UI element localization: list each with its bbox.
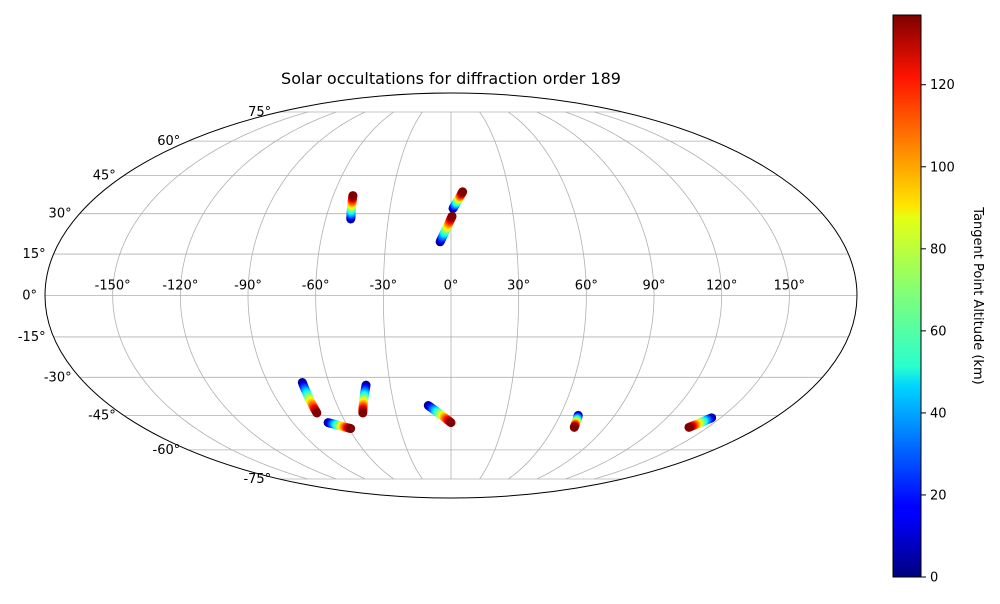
- occultation-point: [358, 408, 368, 418]
- occultation-point: [446, 418, 456, 428]
- lat-tick-label: -30°: [44, 370, 72, 385]
- colorbar-ticks: 0 20 40 60 80 100 120: [921, 78, 955, 586]
- lat-tick-label: 75°: [248, 105, 271, 120]
- colorbar-tick-label: 120: [930, 78, 955, 93]
- lon-tick-label: -90°: [234, 279, 262, 294]
- colorbar-tick-label: 0: [930, 571, 938, 586]
- lat-tick-label: 45°: [93, 169, 116, 184]
- lat-tick-label: -15°: [18, 330, 46, 345]
- lon-tick-label: 60°: [575, 279, 598, 294]
- lat-tick-label: 30°: [49, 207, 72, 222]
- lat-tick-label: 60°: [157, 134, 180, 149]
- lat-tick-label: -45°: [88, 408, 116, 423]
- lon-tick-label: 150°: [774, 279, 805, 294]
- map-boundary: [44, 92, 858, 499]
- occultation-point: [447, 211, 457, 221]
- latitude-tick-labels: -75° -60° -45° -30° -15° 0° 15° 30° 45° 60° 75°: [18, 105, 271, 487]
- meridian-line: [565, 111, 723, 480]
- occultation-point: [569, 422, 579, 432]
- occultation-point: [684, 422, 694, 432]
- occultation-point: [346, 424, 356, 434]
- lon-tick-label: 120°: [706, 279, 737, 294]
- occultation-point: [312, 408, 322, 418]
- lon-tick-label: -60°: [302, 279, 330, 294]
- lat-tick-label: 0°: [22, 289, 37, 304]
- colorbar-tick-label: 60: [930, 324, 947, 339]
- lon-tick-label: -150°: [95, 279, 131, 294]
- chart-title: Solar occultations for diffraction order…: [281, 69, 621, 88]
- colorbar-tick-label: 100: [930, 160, 955, 175]
- meridian-line: [179, 111, 337, 480]
- colorbar-gradient: [892, 14, 922, 578]
- lat-tick-label: -75°: [243, 472, 271, 487]
- lon-tick-label: -30°: [369, 279, 397, 294]
- lon-tick-label: -120°: [162, 279, 198, 294]
- meridian-line: [536, 111, 655, 480]
- colorbar-tick-label: 40: [930, 406, 947, 421]
- lon-tick-label: 0°: [444, 279, 459, 294]
- lon-tick-label: 90°: [642, 279, 665, 294]
- lon-tick-label: 30°: [507, 279, 530, 294]
- colorbar-tick-label: 80: [930, 242, 947, 257]
- meridian-line: [382, 111, 423, 480]
- meridian-line: [508, 111, 587, 480]
- occultation-point: [348, 191, 358, 201]
- lat-tick-label: 15°: [23, 247, 46, 262]
- lat-tick-label: -60°: [153, 443, 181, 458]
- occultation-point: [458, 187, 468, 197]
- occultation-points: [297, 187, 717, 434]
- meridian-line: [247, 111, 366, 480]
- meridian-line: [594, 111, 790, 480]
- graticule: [45, 111, 857, 480]
- longitude-tick-labels: -150° -120° -90° -60° -30° 0° 30° 60° 90° 120° 150…: [95, 279, 805, 294]
- meridian-line: [112, 111, 308, 480]
- colorbar-label: Tangent Point Altitude (km): [970, 206, 985, 384]
- meridian-line: [479, 111, 520, 480]
- colorbar-tick-label: 20: [930, 488, 947, 503]
- colorbar: 0 20 40 60 80 100 120 Tangent Point Altitude (…: [892, 14, 985, 586]
